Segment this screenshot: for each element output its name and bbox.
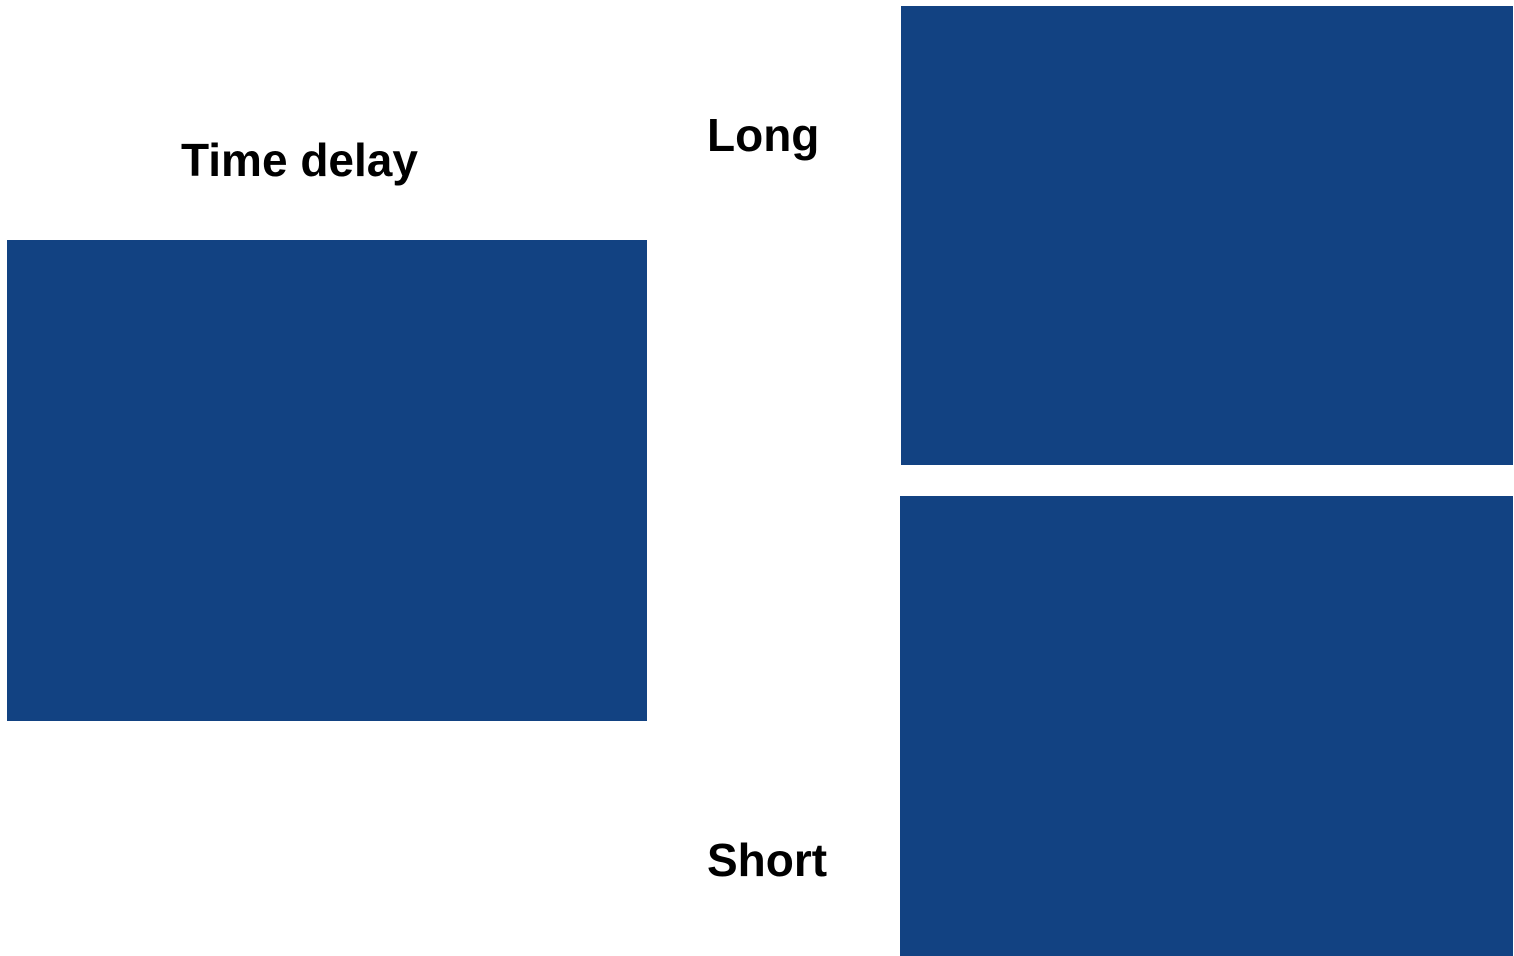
short-label: Short [707,834,828,886]
time-delay-image-panel [7,240,647,721]
long-label: Long [707,109,820,161]
long-delay-image-panel [901,6,1513,465]
short-delay-image-panel [900,496,1513,956]
time-delay-title: Time delay [181,134,418,186]
